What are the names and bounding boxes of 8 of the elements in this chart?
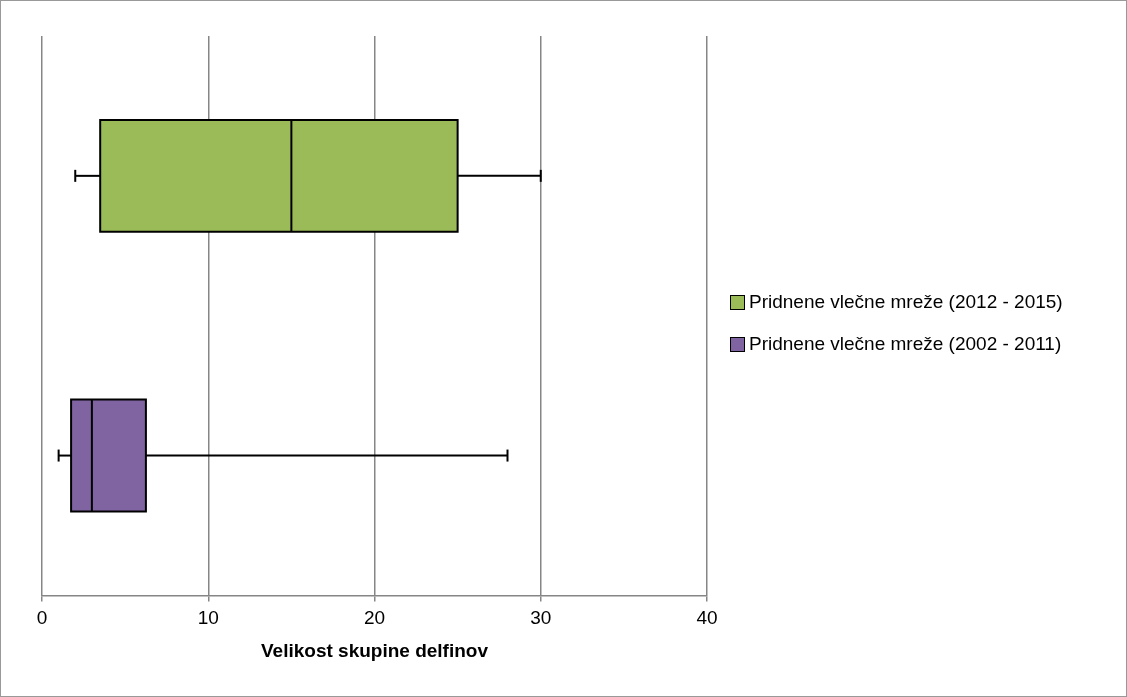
legend-label: Pridnene vlečne mreže (2002 - 2011) xyxy=(749,332,1062,356)
x-axis-title: Velikost skupine delfinov xyxy=(260,639,489,661)
x-tick-label: 0 xyxy=(36,607,48,629)
x-tick-label: 10 xyxy=(197,607,219,629)
x-tick-label: 20 xyxy=(363,607,386,629)
legend-label: Pridnene vlečne mreže (2012 - 2015) xyxy=(749,290,1063,314)
x-tick-label: 30 xyxy=(530,607,552,629)
x-tick-label: 40 xyxy=(696,607,718,629)
